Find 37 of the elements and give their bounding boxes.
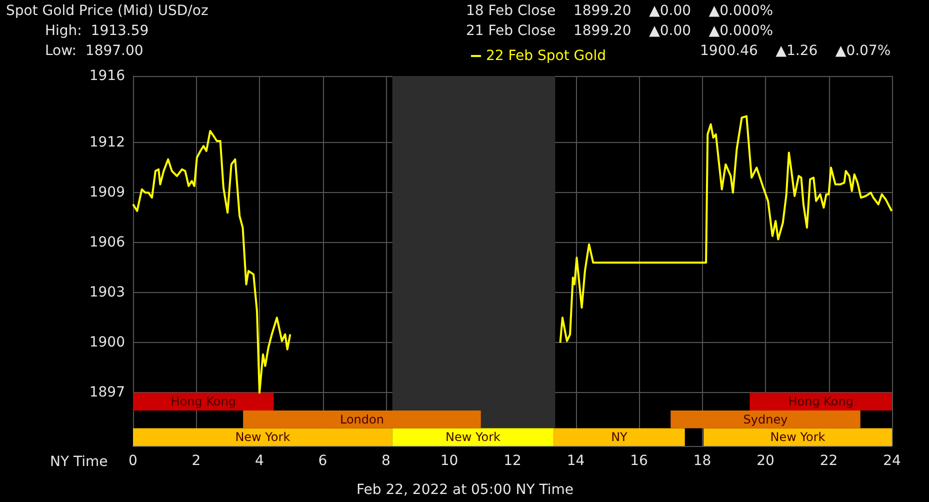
text: 21 Feb Close 1899.20 ▲0.00 ▲0.000%	[466, 23, 774, 39]
band-label: New York	[445, 430, 500, 444]
y-tick-label: 1903	[89, 284, 125, 301]
x-tick-label: 14	[566, 453, 585, 469]
y-tick-label: 1909	[89, 184, 125, 201]
y-tick-label: 1900	[89, 334, 125, 351]
x-tick-label: 0	[128, 453, 138, 469]
band-label: Sydney	[743, 412, 788, 426]
x-tick-label: 6	[318, 453, 328, 469]
text: High: 1913.59	[45, 23, 149, 39]
x-tick-label: 10	[440, 453, 458, 469]
band-label: Hong Kong	[170, 394, 236, 409]
y-tick-label: 1916	[89, 68, 126, 84]
band-label: NY	[611, 430, 628, 444]
text: Feb 22, 2022 at 05:00 NY Time	[356, 482, 574, 498]
y-tick-label: 1897	[89, 384, 125, 401]
x-tick-label: 16	[630, 453, 648, 469]
x-tick-label: 22	[820, 453, 838, 469]
x-tick-label: 12	[504, 453, 522, 469]
band-label: Hong Kong	[788, 394, 854, 409]
y-tick-label: 1906	[89, 234, 126, 251]
band-label: New York	[235, 430, 290, 444]
legend-label: 22 Feb Spot Gold	[486, 48, 606, 64]
x-tick-label: 8	[382, 453, 390, 469]
band-label: London	[340, 412, 384, 426]
x-tick-label: 18	[693, 453, 712, 469]
text: 1900.46 ▲1.26 ▲0.07%	[700, 43, 891, 59]
text: Low: 1897.00	[45, 43, 144, 59]
x-tick-label: 2	[192, 453, 201, 469]
x-tick-label: 20	[756, 453, 774, 469]
band-label: New York	[770, 430, 826, 444]
text: 18 Feb Close 1899.20 ▲0.00 ▲0.000%	[466, 3, 774, 19]
y-tick-label: 1912	[89, 134, 125, 151]
x-tick-label: 4	[255, 453, 264, 469]
x-axis-title: NY Time	[50, 454, 108, 470]
x-tick-label: 24	[883, 453, 901, 469]
chart-title: Spot Gold Price (Mid) USD/oz	[6, 3, 208, 19]
